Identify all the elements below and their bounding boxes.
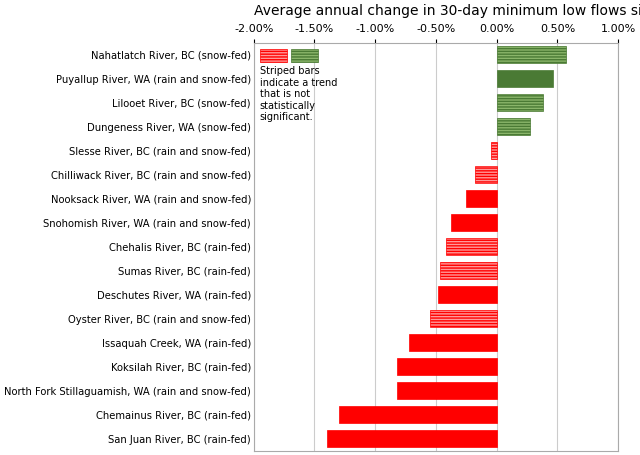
Bar	[260, 49, 287, 62]
Bar	[326, 430, 497, 447]
Bar	[497, 46, 566, 63]
Bar	[438, 286, 497, 303]
Bar	[440, 262, 497, 279]
Text: Striped bars
indicate a trend
that is not
statistically
significant.: Striped bars indicate a trend that is no…	[260, 66, 337, 122]
Bar	[409, 334, 497, 351]
Bar	[397, 359, 497, 375]
Bar	[497, 70, 552, 87]
Bar	[291, 49, 318, 62]
Bar	[451, 214, 497, 231]
Bar	[430, 310, 497, 327]
Text: Average annual change in 30-day minimum low flows since 1975: Average annual change in 30-day minimum …	[253, 4, 640, 18]
Bar	[497, 94, 543, 111]
Bar	[397, 382, 497, 399]
Bar	[339, 406, 497, 423]
Bar	[445, 238, 497, 255]
Bar	[467, 190, 497, 207]
Bar	[475, 166, 497, 183]
Bar	[491, 142, 497, 159]
Bar	[497, 118, 529, 135]
